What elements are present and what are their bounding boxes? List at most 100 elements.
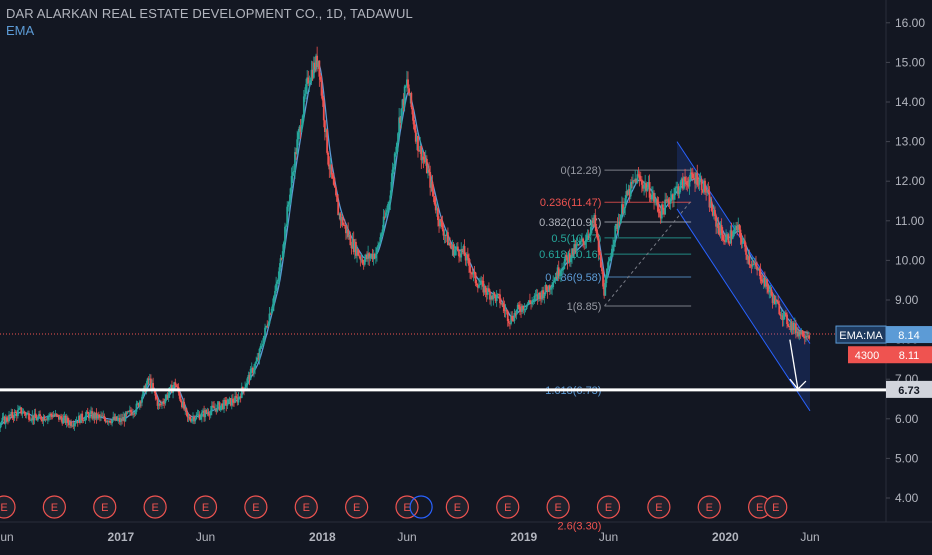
candle-body	[143, 385, 146, 390]
candle-body	[616, 223, 619, 229]
candle-body	[286, 206, 289, 226]
candle	[571, 248, 573, 264]
candle	[546, 286, 549, 299]
candle	[359, 254, 362, 267]
candle	[182, 399, 184, 409]
candle	[683, 176, 685, 190]
candle-body	[353, 241, 356, 252]
candle	[295, 147, 297, 160]
candle-body	[379, 237, 382, 244]
indicator-legend[interactable]: EMA	[6, 23, 35, 38]
candle-body	[741, 242, 744, 244]
candle-body	[124, 412, 127, 422]
candle	[649, 193, 652, 203]
candle-body	[452, 244, 455, 256]
candle	[738, 223, 741, 237]
price-tick-label: 15.00	[895, 55, 925, 69]
candle-body	[607, 260, 610, 269]
candle	[423, 151, 426, 164]
candle-body	[19, 407, 22, 409]
candle	[633, 179, 635, 183]
candle	[430, 176, 433, 193]
candle-body	[190, 418, 193, 422]
candle	[756, 261, 759, 276]
candle-body	[41, 419, 44, 422]
candle	[214, 403, 217, 413]
candle-body	[396, 142, 398, 153]
candle	[39, 410, 41, 417]
candle	[210, 401, 213, 416]
price-value-text: 8.11	[899, 350, 920, 362]
candle	[648, 174, 651, 202]
candle-body	[362, 263, 365, 265]
candle-body	[202, 410, 204, 413]
candle	[236, 394, 239, 406]
candle	[113, 413, 116, 421]
candle	[381, 224, 384, 238]
candle-body	[338, 213, 341, 216]
candle-body	[234, 396, 237, 403]
candle-body	[186, 412, 189, 418]
candle	[750, 260, 753, 274]
earnings-marker	[0, 495, 16, 519]
candle	[32, 415, 35, 425]
candle	[233, 397, 235, 407]
chart-header: DAR ALARKAN REAL ESTATE DEVELOPMENT CO.,…	[6, 6, 413, 38]
candle	[81, 410, 84, 424]
candle	[509, 323, 511, 330]
candle-body	[175, 385, 178, 387]
candle	[363, 254, 366, 267]
candle	[368, 252, 371, 267]
earnings-marker-label: E	[202, 502, 209, 514]
candle-body	[488, 288, 490, 292]
candle-body	[521, 305, 524, 312]
candle	[437, 206, 439, 227]
candle-body	[117, 417, 120, 420]
candle-body	[319, 76, 322, 80]
candle	[695, 170, 698, 189]
candle-body	[302, 96, 305, 116]
candle-body	[781, 315, 784, 320]
candle-body	[592, 220, 594, 223]
candle	[698, 173, 701, 191]
candle	[310, 60, 313, 85]
candle-body	[259, 345, 262, 349]
candle	[422, 151, 425, 169]
candle	[286, 201, 289, 226]
candle-body	[679, 181, 682, 190]
candle-body	[527, 300, 530, 304]
candle	[769, 284, 772, 299]
candle-body	[535, 294, 538, 296]
candle	[342, 222, 345, 226]
candle	[572, 248, 575, 257]
candle	[277, 271, 280, 284]
candle	[269, 312, 272, 315]
candle-body	[779, 314, 782, 316]
candle-body	[316, 55, 319, 67]
candle	[646, 181, 649, 192]
candle	[158, 402, 161, 409]
candle-body	[382, 216, 385, 230]
candle-body	[552, 282, 555, 288]
candle	[7, 415, 9, 425]
candle	[189, 414, 192, 423]
earnings-marker-label: E	[403, 502, 410, 514]
symbol-title[interactable]: DAR ALARKAN REAL ESTATE DEVELOPMENT CO.,…	[6, 6, 413, 21]
candle-body	[207, 412, 210, 415]
candle	[577, 244, 580, 247]
time-tick-label: Jun	[0, 530, 14, 544]
candle-body	[585, 240, 588, 242]
candle	[673, 187, 675, 208]
candle	[798, 330, 801, 341]
candle-body	[108, 420, 111, 423]
candle	[402, 93, 405, 112]
candle	[309, 77, 312, 84]
candle	[11, 408, 14, 420]
candle	[582, 237, 585, 248]
candle-body	[581, 238, 583, 242]
candle	[445, 230, 448, 243]
candle-body	[770, 289, 773, 296]
candle-body	[520, 310, 522, 312]
